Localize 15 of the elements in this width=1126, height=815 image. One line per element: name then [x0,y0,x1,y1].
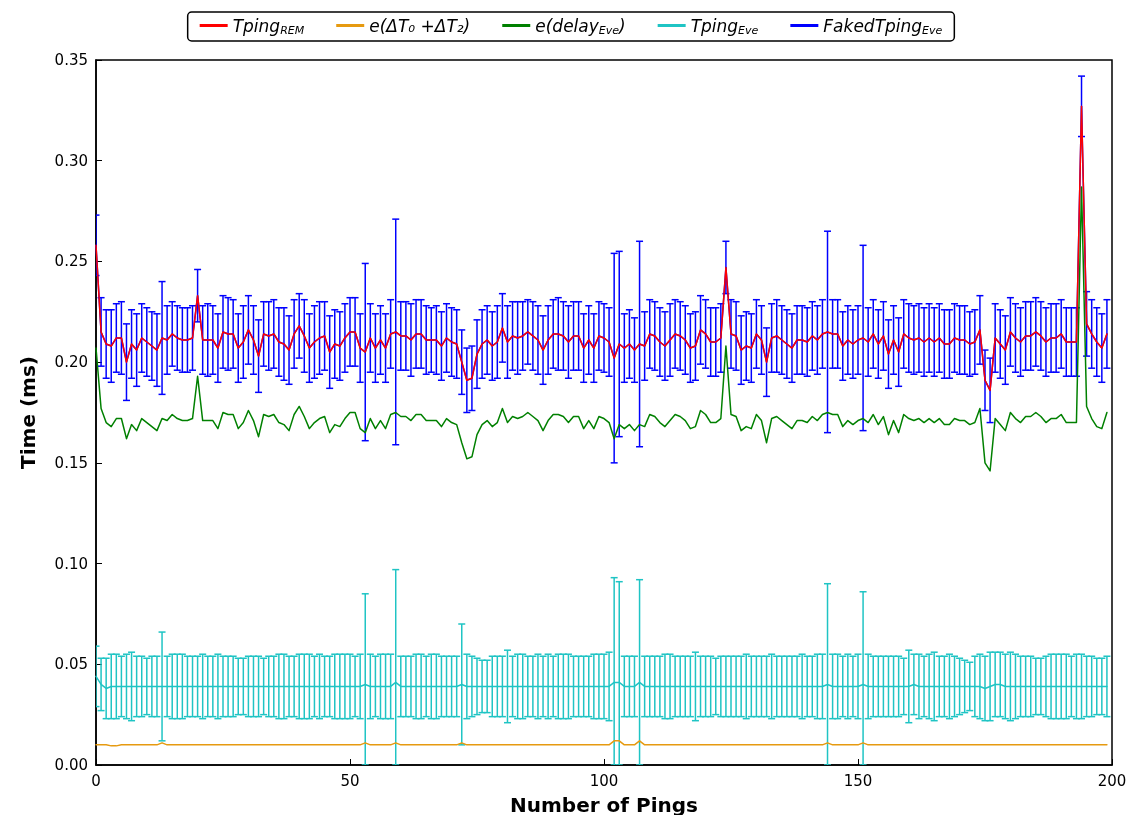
y-tick-label: 0.10 [54,554,88,573]
y-axis-title: Time (ms) [16,356,40,469]
y-tick-label: 0.05 [54,655,88,674]
y-tick-label: 0.25 [54,252,88,271]
y-tick-label: 0.30 [54,151,88,170]
y-tick-label: 0.35 [54,51,88,69]
x-tick-label: 200 [1097,771,1126,790]
x-tick-label: 0 [91,771,101,790]
y-tick-label: 0.20 [54,353,88,372]
y-tick-label: 0.00 [54,756,88,774]
legend-label: e(ΔT₀ +ΔT₂) [369,15,471,36]
x-tick-label: 150 [843,771,873,790]
x-tick-label: 100 [589,771,619,790]
y-tick-label: 0.15 [54,453,88,472]
x-tick-label: 50 [340,771,360,790]
